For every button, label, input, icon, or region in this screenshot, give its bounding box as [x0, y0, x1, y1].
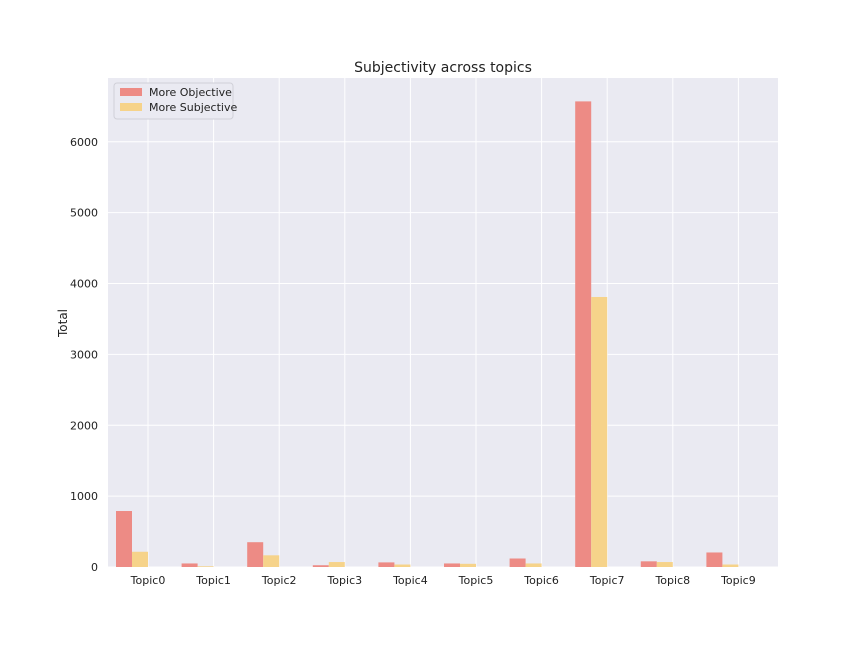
bar-subjective-topic6 — [525, 563, 542, 567]
x-tick-labels: Topic0 Topic1 Topic2 Topic3 Topic4 Topic5 Topi… — [130, 574, 756, 587]
y-tick-label: 6000 — [70, 136, 98, 149]
grid-lines — [108, 78, 778, 568]
x-tick-label-topic4: Topic4 — [392, 574, 428, 587]
bar-objective-topic4 — [378, 562, 395, 567]
bar-objective-topic9 — [706, 552, 723, 567]
y-axis-label: Total — [56, 309, 70, 338]
legend: More Objective More Subjective — [113, 82, 237, 120]
bar-objective-topic6 — [509, 558, 526, 567]
x-tick-label-topic9: Topic9 — [720, 574, 756, 587]
y-tick-label: 3000 — [70, 348, 98, 361]
bar-objective-topic2 — [247, 542, 264, 567]
bar-objective-topic8 — [640, 561, 657, 567]
x-tick-label-topic1: Topic1 — [195, 574, 231, 587]
x-tick-label-topic6: Topic6 — [523, 574, 559, 587]
x-tick-label-topic0: Topic0 — [130, 574, 166, 587]
x-tick-label-topic7: Topic7 — [589, 574, 625, 587]
y-tick-labels: 0 1000 2000 3000 4000 5000 6000 — [70, 136, 98, 574]
bar-subjective-topic5 — [460, 563, 476, 567]
bar-subjective-topic1 — [197, 566, 214, 567]
bar-subjective-topic4 — [394, 564, 411, 567]
bar-subjective-topic3 — [328, 562, 345, 567]
legend-label-subjective: More Subjective — [149, 101, 237, 114]
x-tick-label-topic3: Topic3 — [326, 574, 362, 587]
bars — [116, 101, 739, 567]
x-tick-label-topic8: Topic8 — [654, 574, 690, 587]
x-tick-label-topic2: Topic2 — [261, 574, 297, 587]
y-tick-label: 4000 — [70, 278, 98, 291]
chart-title: Subjectivity across topics — [354, 60, 532, 76]
bar-objective-topic5 — [444, 563, 460, 567]
x-tick-label-topic5: Topic5 — [458, 574, 494, 587]
legend-box — [113, 82, 234, 120]
bar-objective-topic0 — [116, 511, 132, 567]
y-tick-label: 0 — [91, 561, 98, 574]
legend-swatch-objective — [120, 88, 142, 96]
bar-subjective-topic7 — [591, 296, 608, 567]
bar-objective-topic3 — [312, 565, 329, 567]
bar-objective-topic1 — [181, 563, 198, 567]
y-tick-label: 5000 — [70, 207, 98, 220]
y-tick-label: 2000 — [70, 419, 98, 432]
bar-subjective-topic9 — [722, 564, 739, 567]
bar-subjective-topic0 — [132, 551, 148, 567]
legend-label-objective: More Objective — [149, 86, 232, 99]
bar-objective-topic7 — [575, 101, 592, 567]
bar-subjective-topic8 — [656, 562, 673, 567]
legend-swatch-subjective — [120, 103, 142, 111]
plot-background — [108, 78, 778, 567]
y-tick-label: 1000 — [70, 490, 98, 503]
bar-subjective-topic2 — [263, 555, 280, 567]
